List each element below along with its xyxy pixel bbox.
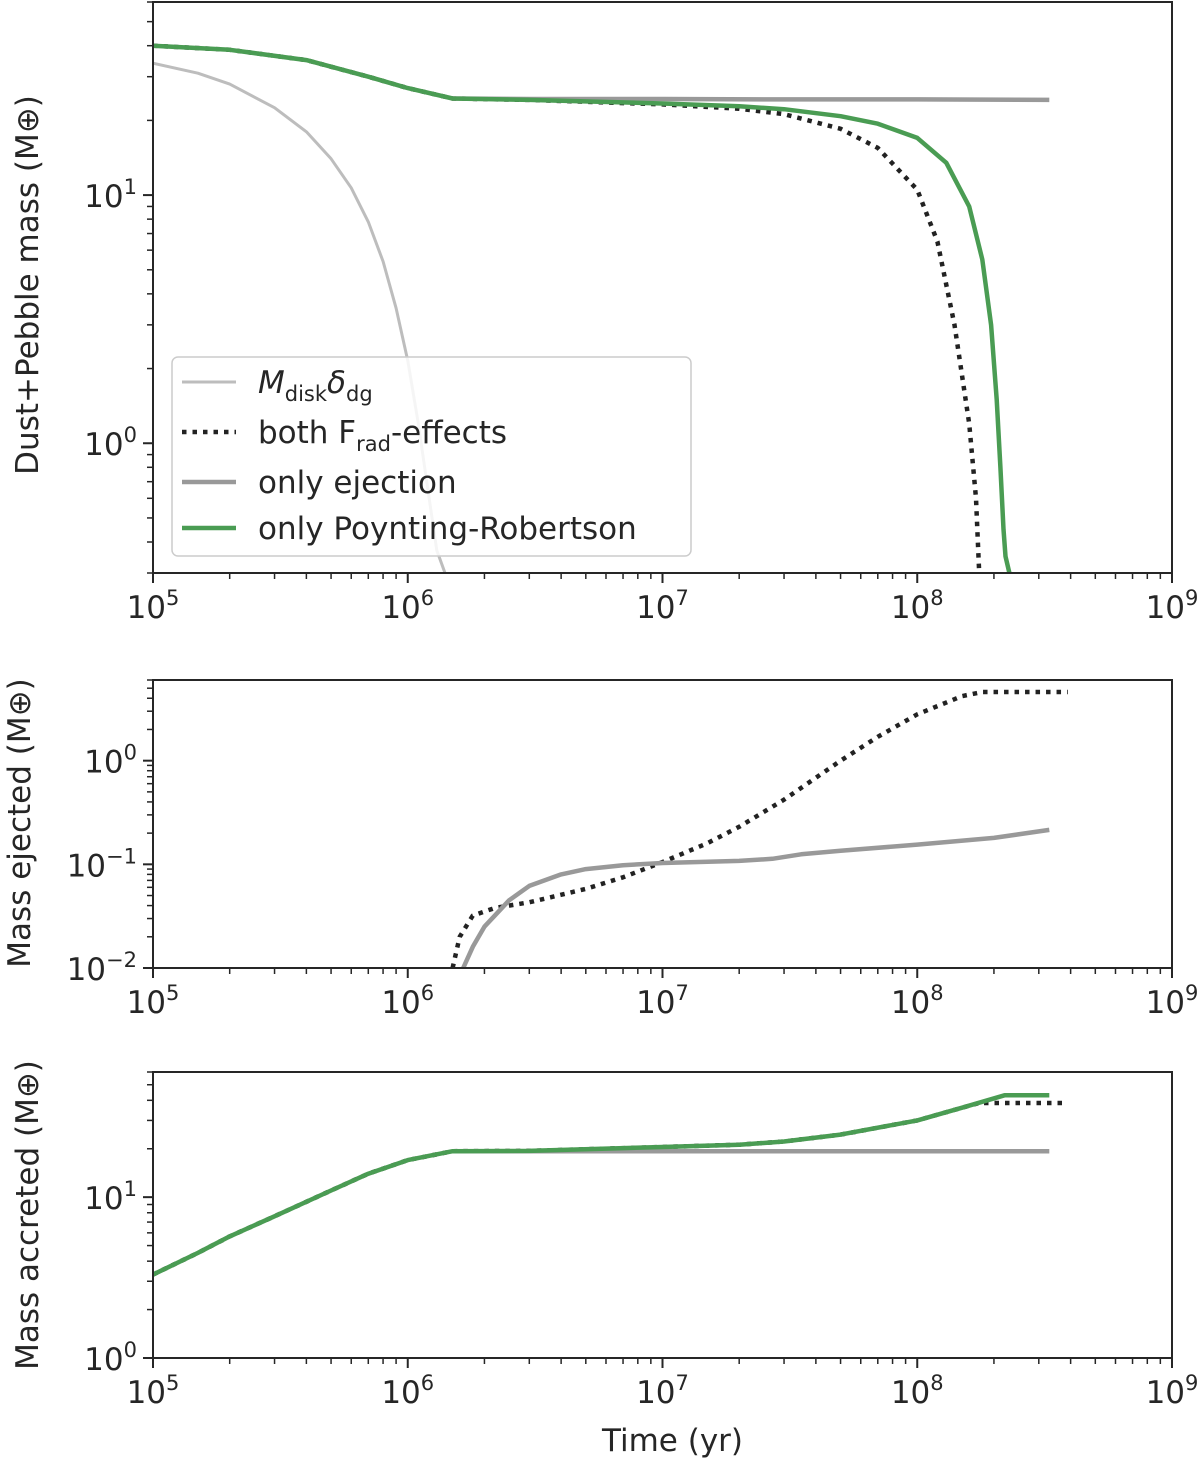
y-tick-label: 101 xyxy=(84,175,137,215)
x-tick-label: 106 xyxy=(381,981,434,1021)
y-tick-label: 100 xyxy=(84,741,137,781)
x-tick-label: 107 xyxy=(636,586,689,626)
x-tick-label: 108 xyxy=(891,981,944,1021)
x-tick-label: 106 xyxy=(381,1371,434,1411)
x-tick-label: 106 xyxy=(381,586,434,626)
series-line-pr xyxy=(153,1093,1050,1277)
legend-label-pr: only Poynting-Robertson xyxy=(258,511,637,547)
y-tick-label: 101 xyxy=(84,1177,137,1217)
plot-frame xyxy=(152,1,1173,574)
panel-2: 105 106 107 108 109 10−2 10−1 100 Mass ejected (… xyxy=(2,678,1198,1021)
legend-label-mdisk: Mdiskδdg xyxy=(258,365,373,406)
series-lines xyxy=(450,689,1068,968)
x-tick-label: 105 xyxy=(127,1371,180,1411)
x-tick-label: 108 xyxy=(891,586,944,626)
y-tick-label: 10−2 xyxy=(67,948,137,988)
legend: Mdiskδdg both Frad-effects only ejection on… xyxy=(171,356,692,557)
y-axis-label: Mass ejected (M⊕) xyxy=(2,678,38,967)
x-tick-label: 105 xyxy=(127,981,180,1021)
plot-frame xyxy=(152,1071,1173,1359)
panel-1: 105 106 107 108 109 100 101 Dust+Pebble mass (M… xyxy=(10,1,1199,626)
x-tick-label: 107 xyxy=(636,1371,689,1411)
x-tick-label: 105 xyxy=(127,586,180,626)
panel-3: 105 106 107 108 109 100 101 Mass accreted (M⊕) T… xyxy=(10,1060,1198,1459)
series-line-pr xyxy=(153,43,1012,573)
x-tick-label: 108 xyxy=(891,1371,944,1411)
y-tick-label: 100 xyxy=(84,423,137,463)
x-tick-label: 109 xyxy=(1146,586,1199,626)
series-lines xyxy=(153,1093,1068,1277)
x-tick-label: 107 xyxy=(636,981,689,1021)
series-line-ejection xyxy=(461,827,1050,968)
y-tick-label: 100 xyxy=(84,1338,137,1378)
x-axis-label: Time (yr) xyxy=(601,1423,743,1459)
x-tick-label: 109 xyxy=(1146,1371,1199,1411)
legend-label-both: both Frad-effects xyxy=(258,415,507,456)
legend-label-ejection: only ejection xyxy=(258,465,457,501)
y-axis-label: Mass accreted (M⊕) xyxy=(10,1060,46,1370)
plot-frame xyxy=(152,679,1173,969)
legend-box xyxy=(171,356,692,557)
series-line-both xyxy=(450,689,1068,968)
y-axis-label: Dust+Pebble mass (M⊕) xyxy=(10,95,46,475)
y-tick-label: 10−1 xyxy=(67,844,137,884)
x-tick-label: 109 xyxy=(1146,981,1199,1021)
